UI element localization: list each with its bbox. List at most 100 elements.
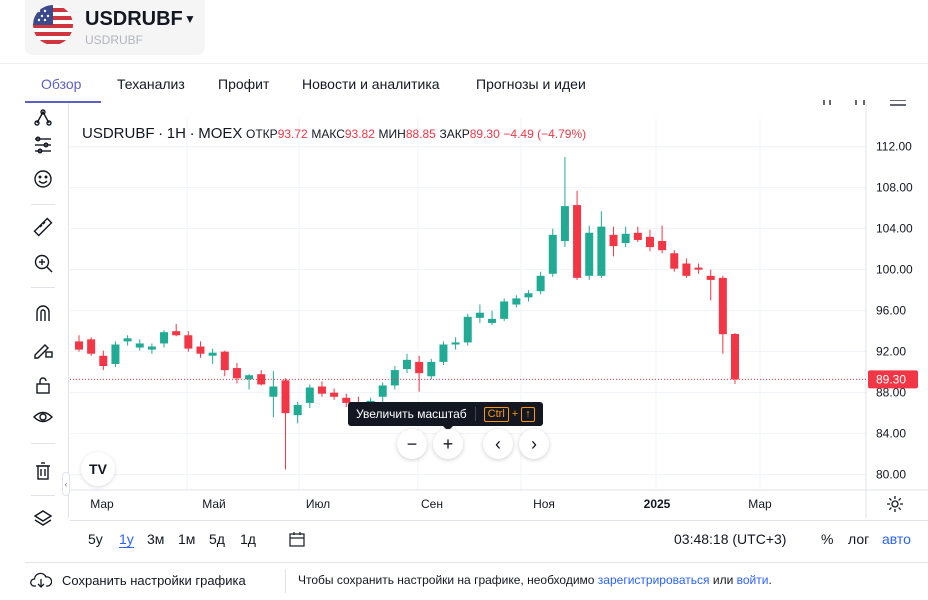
candle-body bbox=[706, 275, 715, 280]
candle-body bbox=[573, 205, 582, 278]
emoji-icon[interactable] bbox=[29, 165, 57, 193]
toolbar-border bbox=[68, 103, 69, 518]
range-5y[interactable]: 5y bbox=[88, 531, 103, 547]
collapse-toolbar-button[interactable]: ‹ bbox=[62, 472, 70, 496]
clock[interactable]: 03:48:18 (UTC+3) bbox=[674, 531, 787, 547]
legend-change: −4.49 (−4.79%) bbox=[503, 127, 587, 141]
candle bbox=[731, 333, 739, 384]
candle bbox=[597, 211, 606, 278]
candle bbox=[548, 228, 557, 277]
legend-high: 93.82 bbox=[344, 127, 375, 141]
ticker-title[interactable]: USDRUBF bbox=[85, 8, 183, 30]
candle bbox=[135, 339, 144, 351]
cloud-download-icon bbox=[30, 572, 52, 588]
last-price-label: 89.30 bbox=[876, 372, 906, 386]
footer-text-2: или bbox=[709, 573, 737, 587]
tab-ideas[interactable]: Прогнозы и идеи bbox=[476, 76, 586, 92]
candle bbox=[682, 258, 691, 278]
range-1m[interactable]: 1м bbox=[178, 531, 196, 547]
caret-down-icon[interactable]: ▼ bbox=[184, 12, 196, 26]
candle-body bbox=[597, 226, 606, 276]
legend-close: 89.30 bbox=[469, 127, 500, 141]
candle bbox=[184, 331, 193, 352]
calendar-icon[interactable] bbox=[288, 531, 306, 549]
tab-profit[interactable]: Профит bbox=[218, 76, 270, 92]
candle-body bbox=[87, 339, 96, 354]
candle bbox=[75, 335, 83, 352]
ticker-subtitle: USDRUBF bbox=[85, 33, 144, 47]
candle-body bbox=[609, 234, 618, 247]
toolbar-divider bbox=[31, 495, 55, 496]
candle bbox=[439, 341, 448, 365]
y-tick-label: 100.00 bbox=[876, 263, 913, 277]
candle-body bbox=[512, 298, 521, 305]
register-link[interactable]: зарегистрироваться bbox=[597, 573, 710, 587]
candle-body bbox=[220, 351, 229, 371]
range-3m[interactable]: 3м bbox=[147, 531, 165, 547]
y-tick-label: 92.00 bbox=[876, 345, 906, 359]
tooltip-arrow bbox=[443, 426, 453, 431]
unlock-icon[interactable] bbox=[29, 371, 57, 399]
layers-icon[interactable] bbox=[29, 505, 57, 533]
node-icon[interactable] bbox=[29, 103, 57, 131]
footer-text-1: Чтобы сохранить настройки на графике, не… bbox=[298, 573, 598, 587]
candle bbox=[475, 304, 484, 323]
candle-body bbox=[488, 318, 497, 323]
active-tab-indicator bbox=[25, 101, 101, 103]
ruler-icon[interactable] bbox=[29, 213, 57, 241]
y-tick-label: 104.00 bbox=[876, 222, 913, 236]
y-tick-label: 108.00 bbox=[876, 181, 913, 195]
auto-scale-toggle[interactable]: авто bbox=[882, 531, 911, 547]
percent-scale-toggle[interactable]: % bbox=[821, 531, 834, 547]
scroll-left-button[interactable]: ‹ bbox=[483, 429, 513, 459]
candle bbox=[718, 275, 727, 354]
candle-body bbox=[500, 301, 509, 319]
login-link[interactable]: войти bbox=[736, 573, 769, 587]
legend-close-label: ЗАКР bbox=[439, 127, 470, 141]
candle-body bbox=[111, 344, 120, 364]
toolbar-divider bbox=[31, 204, 55, 205]
candle bbox=[560, 156, 569, 248]
zoom-out-button[interactable]: − bbox=[397, 429, 427, 459]
tab-overview[interactable]: Обзор bbox=[41, 76, 82, 92]
pencil-lock-icon[interactable] bbox=[29, 335, 57, 363]
x-tick-label: 2025 bbox=[644, 497, 671, 511]
x-tick-label: Июл bbox=[306, 497, 330, 511]
footer-text-3: . bbox=[768, 573, 772, 587]
log-scale-toggle[interactable]: лог bbox=[848, 531, 870, 547]
candle bbox=[269, 371, 278, 418]
filter-icon[interactable] bbox=[29, 131, 57, 159]
tab-technical-analysis[interactable]: Теханализ bbox=[117, 76, 185, 92]
zoom-in-button[interactable]: + bbox=[433, 429, 463, 459]
footer-divider bbox=[285, 569, 286, 593]
legend-exchange: MOEX bbox=[198, 125, 243, 142]
candle bbox=[378, 382, 387, 402]
tab-news[interactable]: Новости и аналитика bbox=[302, 76, 440, 92]
candle bbox=[621, 226, 630, 248]
trash-icon[interactable] bbox=[29, 457, 57, 485]
range-5d[interactable]: 5д bbox=[209, 531, 225, 547]
candle-body bbox=[463, 316, 472, 343]
candle-body bbox=[670, 253, 679, 269]
magnet-icon[interactable] bbox=[29, 299, 57, 327]
zoom-in-icon[interactable] bbox=[29, 249, 57, 277]
range-1d[interactable]: 1д bbox=[240, 531, 256, 547]
eye-icon[interactable] bbox=[29, 403, 57, 431]
scroll-right-button[interactable]: › bbox=[519, 429, 549, 459]
candle-body bbox=[147, 346, 156, 350]
range-1y[interactable]: 1y bbox=[119, 531, 134, 548]
x-tick-label: Мар bbox=[90, 497, 114, 511]
candle-body bbox=[415, 361, 424, 374]
candle bbox=[317, 381, 326, 397]
candle bbox=[87, 337, 96, 356]
save-settings-button[interactable]: Сохранить настройки графика bbox=[30, 572, 246, 588]
candle-body bbox=[451, 342, 460, 345]
tradingview-logo[interactable]: TV bbox=[81, 452, 115, 486]
candle bbox=[172, 323, 181, 337]
candle bbox=[427, 358, 436, 380]
range-bar: 5y 1y 3м 1м 5д 1д 03:48:18 (UTC+3) % лог… bbox=[70, 520, 928, 556]
gear-icon[interactable] bbox=[885, 494, 905, 514]
tooltip-key-ctrl: Ctrl bbox=[483, 406, 509, 422]
